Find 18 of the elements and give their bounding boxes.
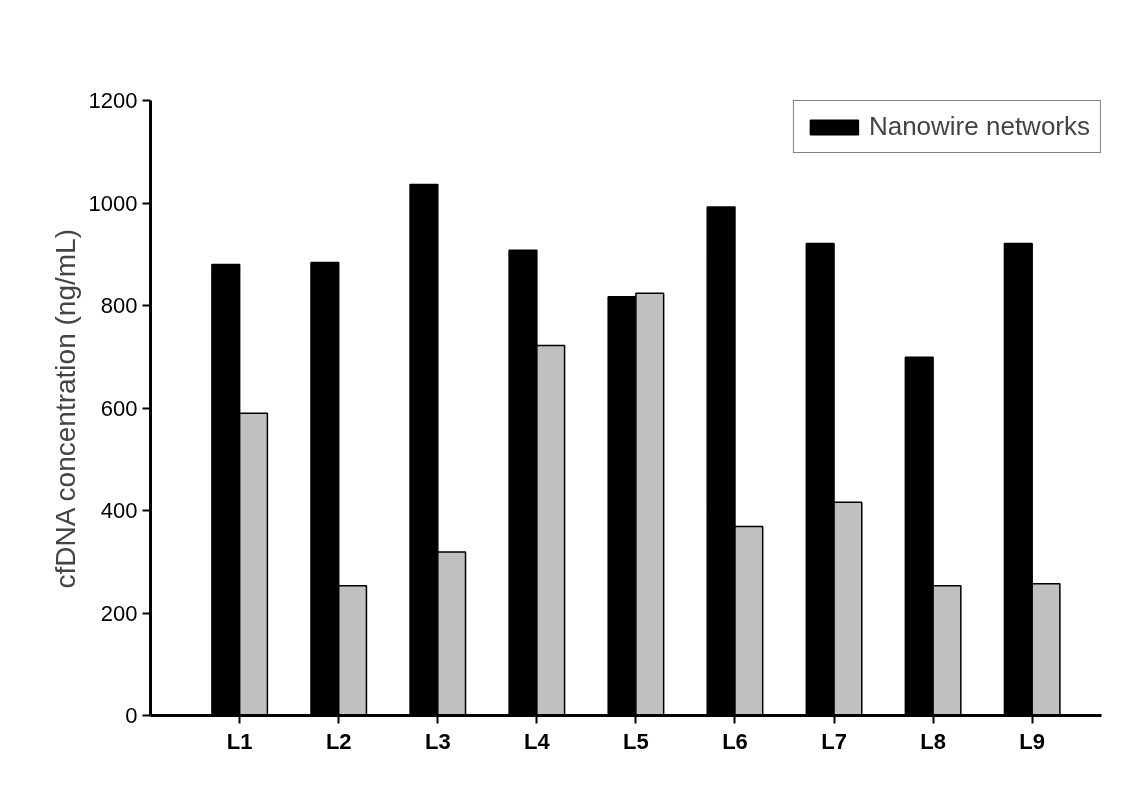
x-tick-label: L3 <box>424 728 451 754</box>
y-tick-label: 1200 <box>88 88 138 113</box>
x-tick-label: L7 <box>821 728 847 754</box>
x-tick-label: L1 <box>226 728 253 754</box>
x-tick-label: L5 <box>623 728 649 754</box>
x-tick-label: L4 <box>524 728 551 754</box>
y-tick-label: 0 <box>125 703 138 728</box>
y-tick-label: 200 <box>100 600 138 626</box>
x-tick-label: L2 <box>325 728 352 754</box>
y-tick-label: 1000 <box>88 190 138 216</box>
x-tick-label: L8 <box>920 728 946 754</box>
y-tick-label: 600 <box>100 395 138 421</box>
y-tick-label: 400 <box>100 498 138 523</box>
legend-label: Nanowire networks <box>868 111 1090 142</box>
x-tick-label: L9 <box>1019 728 1046 754</box>
y-tick-label: 800 <box>100 293 138 318</box>
x-tick-label: L6 <box>722 728 748 754</box>
y-axis-title: cfDNA concentration (ng/mL) <box>49 229 81 589</box>
